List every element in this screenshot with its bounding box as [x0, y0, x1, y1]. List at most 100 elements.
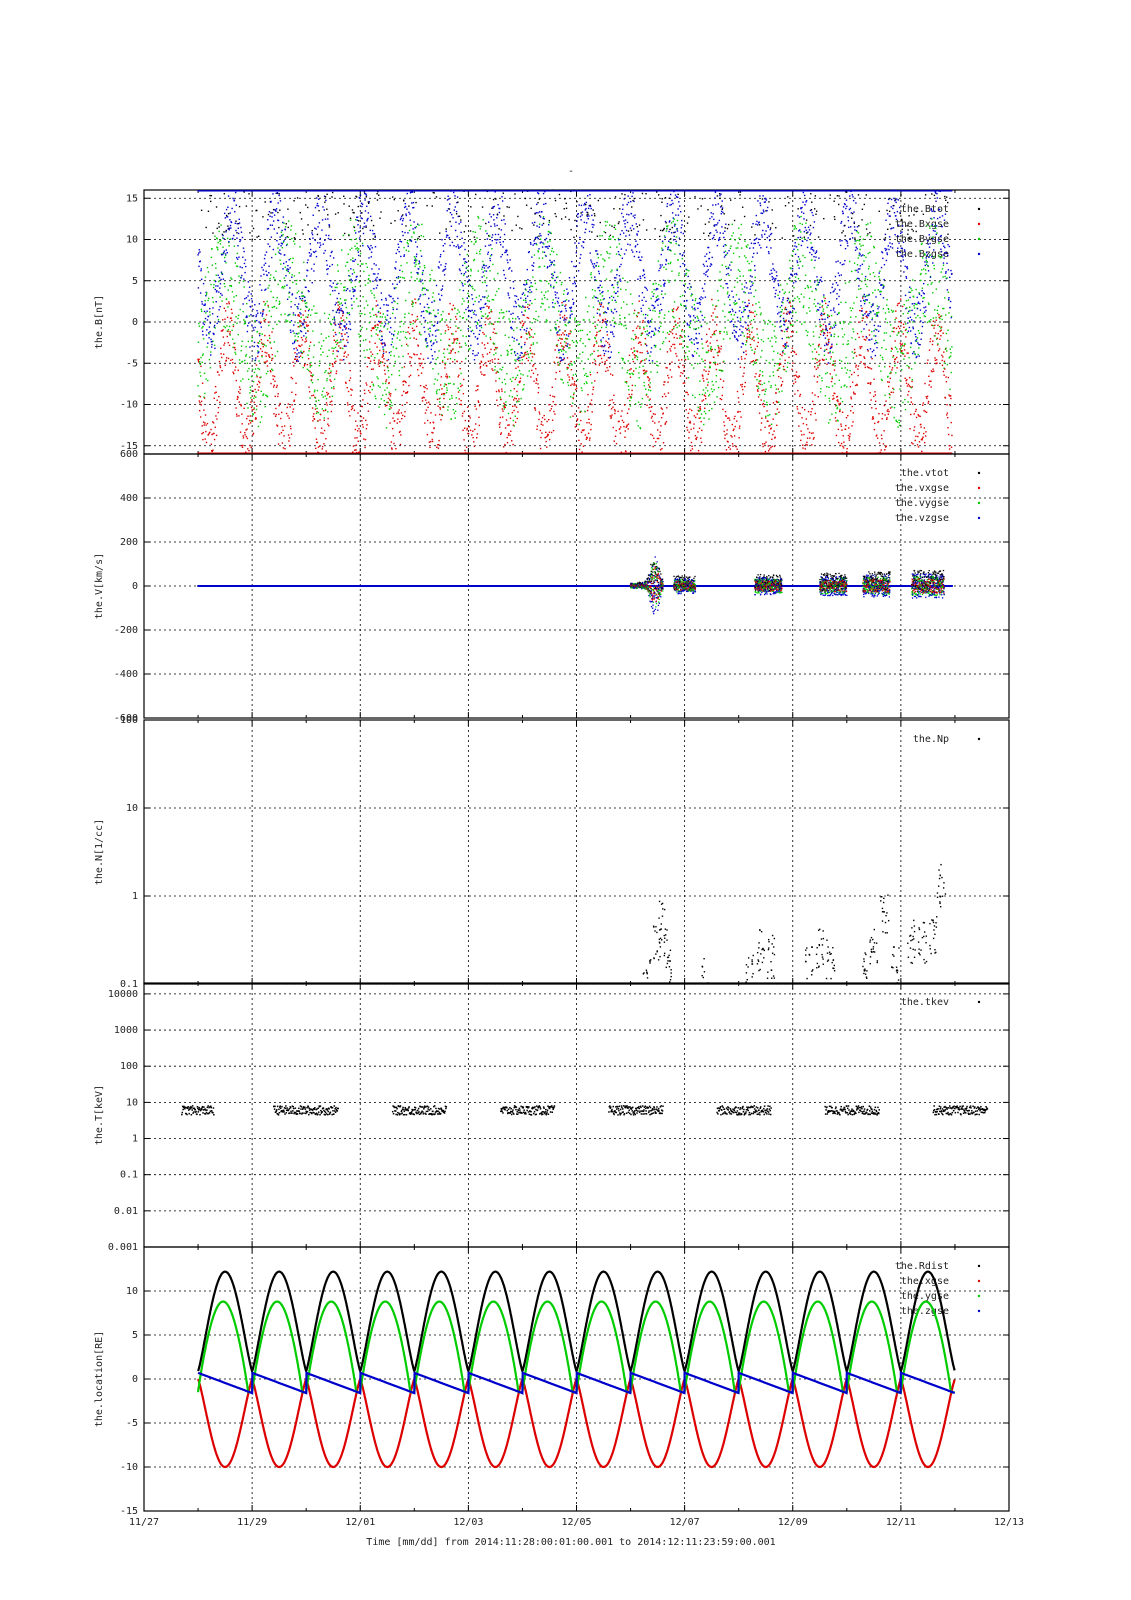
data-point [221, 273, 224, 275]
data-point [707, 381, 710, 384]
data-point [421, 279, 423, 281]
data-point [334, 289, 336, 292]
data-point [672, 217, 674, 219]
data-point [274, 209, 277, 212]
data-point [621, 359, 624, 361]
data-point [483, 306, 485, 309]
data-point [422, 396, 424, 399]
data-point [700, 205, 702, 207]
data-point [395, 447, 397, 450]
data-point [482, 218, 484, 221]
data-point [497, 404, 499, 407]
data-point [583, 368, 585, 370]
data-point [608, 343, 611, 346]
data-point [461, 245, 463, 247]
data-point [444, 362, 447, 365]
data-point [280, 253, 282, 255]
data-point [512, 443, 514, 446]
data-point [367, 212, 370, 214]
data-point [295, 347, 298, 349]
data-point [409, 323, 412, 326]
data-point [714, 361, 717, 364]
data-point [241, 446, 244, 449]
data-point [325, 234, 327, 236]
data-point [539, 279, 541, 282]
data-point [421, 397, 423, 399]
data-point [643, 273, 646, 276]
data-point [236, 322, 238, 324]
data-point [442, 406, 445, 409]
data-point [453, 359, 456, 361]
data-point [237, 317, 239, 320]
data-point [307, 357, 310, 360]
data-point [645, 358, 648, 360]
data-point [358, 231, 360, 233]
data-point [596, 333, 598, 336]
data-point [640, 361, 642, 363]
data-point [460, 403, 463, 406]
data-point [417, 273, 419, 275]
data-point [311, 309, 313, 311]
data-point [229, 331, 231, 333]
data-point [489, 257, 491, 260]
data-point [669, 204, 671, 206]
data-point [283, 277, 286, 279]
data-point [596, 342, 598, 344]
data-point [314, 397, 317, 399]
data-point [646, 333, 648, 336]
data-point [588, 305, 590, 307]
data-point [402, 234, 404, 237]
data-point [655, 441, 657, 443]
data-point [652, 420, 654, 422]
data-point [358, 336, 361, 338]
data-point [287, 415, 289, 417]
data-point [441, 359, 444, 362]
data-point [245, 355, 247, 357]
data-point [474, 300, 476, 303]
data-point [433, 324, 436, 327]
data-point [363, 222, 366, 224]
data-point [673, 231, 675, 234]
data-point [675, 333, 677, 335]
data-point [464, 342, 467, 344]
data-point [562, 293, 565, 295]
data-point [599, 354, 602, 357]
data-point [514, 295, 516, 297]
legend-marker [977, 207, 981, 211]
data-point [406, 401, 408, 404]
data-point [237, 245, 239, 247]
data-point [397, 276, 400, 278]
data-point [306, 363, 309, 366]
data-point [530, 207, 532, 210]
data-point [656, 287, 658, 290]
data-point [320, 354, 322, 356]
data-point [609, 238, 612, 240]
data-point [618, 221, 620, 223]
data-point [395, 261, 397, 263]
data-point [346, 402, 349, 404]
data-point [712, 236, 715, 239]
data-point [682, 382, 685, 384]
data-point [211, 247, 213, 250]
data-point [526, 316, 529, 319]
data-point [283, 222, 285, 224]
data-point [390, 350, 392, 353]
data-point [376, 276, 378, 279]
data-point [594, 276, 596, 278]
data-point [482, 315, 485, 318]
data-point [260, 326, 263, 328]
data-point [273, 228, 275, 230]
data-point [602, 258, 604, 260]
data-point [573, 281, 576, 283]
data-point [202, 282, 205, 285]
data-point [468, 420, 470, 422]
data-point [343, 345, 346, 347]
data-point [589, 193, 591, 196]
data-point [654, 310, 656, 312]
data-point [270, 200, 272, 203]
data-point [569, 306, 571, 309]
data-point [590, 259, 592, 261]
data-point [272, 248, 275, 251]
data-point [264, 318, 267, 321]
data-point [609, 345, 611, 348]
